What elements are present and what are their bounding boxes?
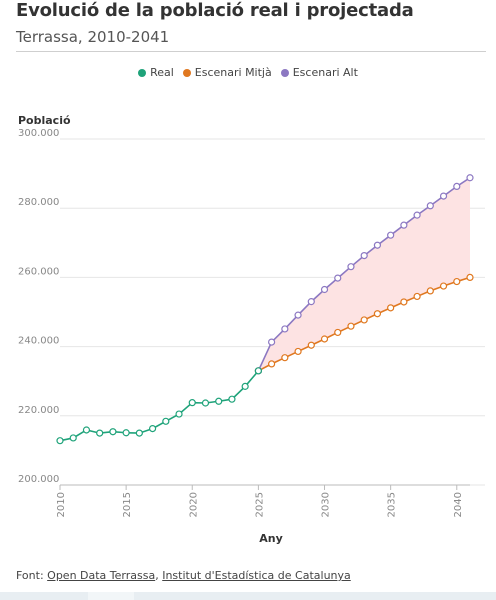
data-point-escenari-mitja[interactable] bbox=[387, 304, 395, 312]
data-point-escenari-mitja[interactable] bbox=[320, 335, 329, 343]
data-point-real[interactable] bbox=[109, 428, 117, 436]
data-point-escenari-alt[interactable] bbox=[360, 252, 368, 260]
data-point-escenari-mitja[interactable] bbox=[426, 287, 434, 295]
bottom-strip-segment bbox=[88, 592, 134, 600]
data-point-escenari-mitja[interactable] bbox=[453, 277, 461, 286]
data-point-escenari-alt[interactable] bbox=[400, 221, 408, 229]
source-footer: Font: Open Data Terrassa, Institut d'Est… bbox=[16, 569, 351, 582]
chart-title: Evolució de la població real i projectad… bbox=[16, 0, 414, 21]
y-tick-label: 280.000 bbox=[18, 197, 59, 208]
data-point-real[interactable] bbox=[56, 437, 64, 445]
x-tick-label: 2015 bbox=[122, 492, 133, 517]
legend-label-escenari-alt: Escenari Alt bbox=[292, 66, 358, 79]
x-tick-label: 2020 bbox=[188, 492, 199, 517]
data-point-escenari-alt[interactable] bbox=[373, 241, 382, 249]
data-point-escenari-alt[interactable] bbox=[466, 174, 474, 182]
data-point-escenari-mitja[interactable] bbox=[307, 341, 315, 349]
legend-item-real[interactable]: Real bbox=[138, 66, 174, 79]
projection-range-band bbox=[258, 177, 470, 371]
header-divider bbox=[16, 51, 486, 52]
data-point-escenari-alt[interactable] bbox=[413, 211, 421, 219]
data-point-escenari-alt[interactable] bbox=[387, 231, 395, 239]
data-point-real[interactable] bbox=[96, 429, 104, 437]
data-point-escenari-alt[interactable] bbox=[320, 285, 329, 294]
data-point-escenari-mitja[interactable] bbox=[466, 273, 474, 281]
x-tick-label: 2030 bbox=[321, 492, 332, 517]
data-point-real[interactable] bbox=[82, 426, 91, 434]
series-line-real bbox=[59, 370, 259, 442]
chart-legend: Real Escenari Mitjà Escenari Alt bbox=[0, 66, 496, 79]
data-point-escenari-alt[interactable] bbox=[426, 202, 434, 210]
bottom-strip bbox=[0, 592, 496, 600]
data-point-real[interactable] bbox=[215, 397, 223, 405]
legend-label-escenari-mitja: Escenari Mitjà bbox=[194, 66, 272, 79]
x-tick-label: 2040 bbox=[453, 492, 464, 517]
y-tick-label: 220.000 bbox=[18, 405, 59, 416]
data-point-escenari-mitja[interactable] bbox=[373, 310, 382, 318]
data-point-escenari-mitja[interactable] bbox=[268, 360, 276, 368]
x-axis-title: Any bbox=[259, 532, 283, 545]
y-tick-label: 240.000 bbox=[18, 336, 59, 347]
source-prefix: Font: bbox=[16, 569, 48, 582]
y-tick-label: 300.000 bbox=[18, 128, 59, 139]
data-point-escenari-alt[interactable] bbox=[281, 325, 289, 333]
data-point-escenari-mitja[interactable] bbox=[413, 292, 421, 301]
data-point-escenari-alt[interactable] bbox=[307, 298, 315, 306]
data-point-escenari-mitja[interactable] bbox=[334, 328, 342, 337]
data-point-escenari-mitja[interactable] bbox=[281, 354, 289, 362]
data-point-real[interactable] bbox=[162, 417, 170, 425]
data-point-real[interactable] bbox=[254, 367, 262, 375]
source-separator: , bbox=[155, 569, 163, 582]
data-point-escenari-mitja[interactable] bbox=[294, 347, 302, 356]
y-tick-label: 260.000 bbox=[18, 266, 59, 277]
y-axis-title: Població bbox=[18, 114, 71, 127]
data-point-real[interactable] bbox=[135, 429, 143, 437]
legend-item-escenari-mitja[interactable]: Escenari Mitjà bbox=[182, 66, 272, 79]
data-point-escenari-mitja[interactable] bbox=[347, 322, 355, 330]
data-point-real[interactable] bbox=[201, 399, 210, 407]
data-point-escenari-alt[interactable] bbox=[334, 274, 342, 282]
x-tick-label: 2025 bbox=[254, 492, 265, 517]
data-point-escenari-alt[interactable] bbox=[439, 192, 448, 200]
data-point-escenari-mitja[interactable] bbox=[400, 298, 408, 306]
source-link-idescat[interactable]: Institut d'Estadística de Catalunya bbox=[162, 569, 351, 582]
data-point-real[interactable] bbox=[148, 425, 157, 433]
data-point-real[interactable] bbox=[69, 434, 77, 442]
data-point-real[interactable] bbox=[228, 395, 236, 403]
data-point-escenari-alt[interactable] bbox=[268, 338, 276, 346]
chart-subtitle: Terrassa, 2010-2041 bbox=[16, 28, 170, 46]
data-point-real[interactable] bbox=[188, 399, 196, 407]
y-tick-label: 200.000 bbox=[18, 474, 59, 485]
source-link-open-data-terrassa[interactable]: Open Data Terrassa bbox=[47, 569, 156, 582]
legend-item-escenari-alt[interactable]: Escenari Alt bbox=[280, 66, 358, 79]
legend-marker-escenari-mitja bbox=[182, 68, 191, 77]
data-point-real[interactable] bbox=[122, 429, 130, 437]
data-point-escenari-alt[interactable] bbox=[347, 263, 355, 271]
legend-label-real: Real bbox=[150, 66, 174, 79]
population-chart: 200.000 220.000 240.000 260.000 280.000 300.0… bbox=[18, 114, 485, 545]
data-point-escenari-alt[interactable] bbox=[294, 311, 302, 319]
data-point-real[interactable] bbox=[241, 382, 249, 390]
data-point-escenari-alt[interactable] bbox=[453, 182, 461, 191]
x-tick-label: 2010 bbox=[56, 492, 67, 517]
x-tick-label: 2035 bbox=[387, 492, 398, 517]
data-point-escenari-mitja[interactable] bbox=[360, 316, 368, 324]
legend-marker-escenari-alt bbox=[280, 68, 289, 77]
legend-marker-real bbox=[138, 68, 147, 77]
data-point-real[interactable] bbox=[175, 410, 183, 418]
data-point-escenari-mitja[interactable] bbox=[439, 282, 448, 290]
